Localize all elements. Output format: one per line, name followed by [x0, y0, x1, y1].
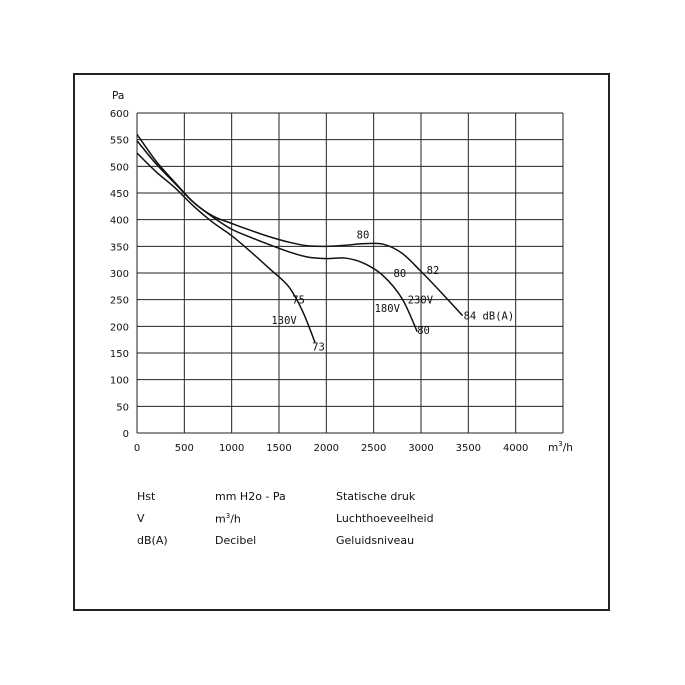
curve-annotation: 130V	[271, 315, 297, 327]
y-tick-label: 300	[110, 269, 129, 280]
curve-annotation: 180V	[375, 303, 401, 315]
fan-curve-3	[136, 133, 464, 317]
fan-curve-1	[136, 152, 316, 343]
x-tick-label: 1500	[266, 443, 291, 454]
y-tick-label: 550	[110, 136, 129, 147]
x-tick-label: 0	[134, 443, 140, 454]
curve-annotations: 130V 75 73 180V 80 80 230V 82 80 84 dB(A)	[271, 230, 514, 354]
curve-annotation: 80	[417, 325, 430, 337]
y-tick-label: 50	[116, 402, 129, 413]
y-tick-label: 0	[123, 429, 129, 440]
x-tick-label: 500	[175, 443, 194, 454]
curve-annotation: 80	[394, 268, 407, 280]
y-tick-label: 600	[110, 109, 129, 120]
curve-annotation: 230V	[408, 295, 434, 307]
x-tick-label: 2000	[314, 443, 339, 454]
x-tick-label: 3000	[408, 443, 433, 454]
grid	[136, 112, 564, 434]
legend-description: Geluidsniveau	[336, 534, 415, 547]
x-tick-labels: 0 500 1000 1500 2000 2500 3000 3500 4000	[134, 443, 529, 454]
curve-annotation: 75	[292, 295, 305, 307]
x-tick-label: 3500	[456, 443, 481, 454]
y-tick-label: 150	[110, 349, 129, 360]
x-tick-label: 1000	[219, 443, 244, 454]
legend-unit: m3/h	[215, 512, 241, 526]
x-axis-label: m3/h	[548, 440, 573, 454]
curve-annotation: 80	[357, 230, 370, 242]
x-tick-label: 2500	[361, 443, 386, 454]
y-tick-label: 250	[110, 296, 129, 307]
y-tick-label: 200	[110, 322, 129, 333]
legend-description: Statische druk	[336, 490, 416, 503]
legend-unit: mm H2o - Pa	[215, 490, 286, 503]
curves	[136, 133, 464, 343]
y-tick-label: 400	[110, 216, 129, 227]
legend-description: Luchthoeveelheid	[336, 512, 434, 525]
legend-symbol: Hst	[137, 490, 156, 503]
y-axis-label: Pa	[112, 90, 124, 102]
y-tick-label: 450	[110, 189, 129, 200]
legend-symbol: V	[137, 512, 145, 525]
curve-annotation: 82	[427, 265, 440, 277]
curve-annotation: 73	[312, 342, 325, 354]
y-tick-label: 350	[110, 242, 129, 253]
figure-frame	[73, 73, 610, 611]
y-tick-label: 500	[110, 162, 129, 173]
y-tick-labels: 0 50 100 150 200 250 300 350 400 450 500 550 600	[110, 109, 129, 440]
legend-symbol: dB(A)	[137, 534, 168, 547]
curve-annotation: 84 dB(A)	[464, 311, 515, 323]
legend-unit: Decibel	[215, 534, 257, 547]
x-tick-label: 4000	[503, 443, 528, 454]
y-tick-label: 100	[110, 376, 129, 387]
